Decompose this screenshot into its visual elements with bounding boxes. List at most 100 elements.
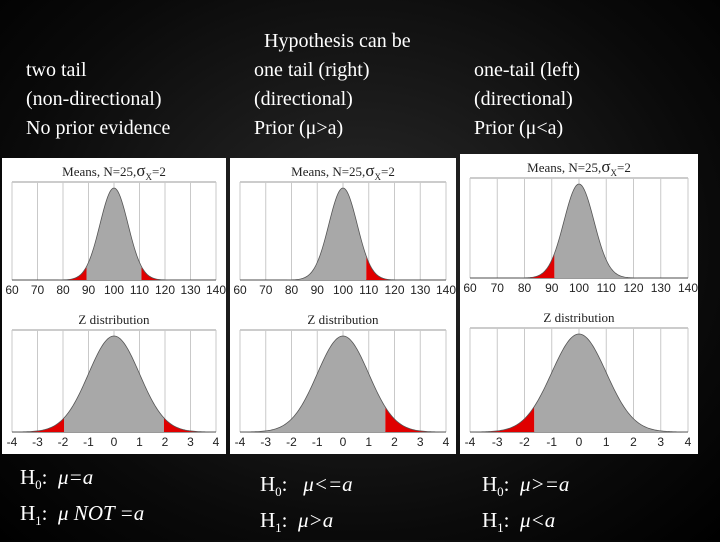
chart-title: Means, N=25,σX=2	[527, 157, 631, 178]
tick-label: 90	[82, 283, 96, 297]
density-curve	[470, 183, 688, 279]
tick-label: -4	[235, 435, 246, 449]
z-distribution-chart: Z distribution -4 -3 -2 -1 0 1 2 3 4	[235, 312, 450, 449]
distribution-svg: Means, N=25,σX=260 70 80 90 100 110 120 130 140Z…	[233, 161, 456, 449]
rejection-region-left	[12, 266, 87, 280]
tick-label: 120	[384, 283, 404, 297]
sigma-symbol: σ	[136, 161, 145, 180]
tick-label: 110	[597, 281, 616, 295]
tick-label: -3	[260, 435, 271, 449]
tick-label: 100	[333, 283, 353, 297]
tick-label: 60	[463, 281, 477, 295]
tick-label: 120	[623, 281, 643, 295]
rejection-region-right	[141, 266, 216, 280]
null-hypothesis: H0: μ=a	[20, 465, 94, 493]
heading-line: (directional)	[474, 88, 573, 110]
tick-label: 0	[111, 435, 118, 449]
tick-label: 80	[56, 283, 70, 297]
tick-label: 140	[206, 283, 226, 297]
density-curve	[239, 335, 447, 433]
sigma-subscript: X	[610, 168, 617, 178]
tick-label: 80	[285, 283, 299, 297]
tick-label: 4	[443, 435, 450, 449]
alternative-hypothesis: H1: μ NOT =a	[20, 501, 145, 529]
chart-title: Z distribution	[543, 310, 615, 325]
tick-label: -1	[546, 435, 557, 449]
tick-label: 1	[365, 435, 372, 449]
tick-label: 90	[545, 281, 559, 295]
tick-label: -1	[312, 435, 323, 449]
tick-label: 120	[155, 283, 175, 297]
tick-label: -3	[32, 435, 43, 449]
distribution-svg: Means, N=25,σX=260 70 80 90 100 110 120 130 140Z…	[5, 161, 226, 449]
tick-label: 3	[417, 435, 424, 449]
tick-label: 100	[569, 281, 589, 295]
tick-label: 110	[359, 283, 378, 297]
z-distribution-chart: Z distribution -4 -3 -2 -1 0 1 2 3 4	[465, 310, 692, 449]
tick-label: -3	[492, 435, 503, 449]
tick-label: -2	[519, 435, 530, 449]
hypotheses-one-tail-left: H0: μ>=a H1: μ<a	[482, 470, 569, 542]
tick-label: 4	[213, 435, 220, 449]
sigma-subscript: X	[374, 172, 381, 182]
tick-label: -4	[7, 435, 18, 449]
sigma-symbol: σ	[365, 161, 374, 180]
tick-label: 130	[651, 281, 671, 295]
z-distribution-chart: Z distribution -4 -3 -2 -1 0 1 2 3 4	[7, 312, 220, 449]
tick-label: -2	[286, 435, 297, 449]
tick-label: 70	[31, 283, 45, 297]
sigma-symbol: σ	[601, 157, 610, 176]
heading-two-tail: two tail (non-directional) No prior evid…	[26, 56, 170, 143]
rejection-region-right	[163, 417, 216, 432]
sigma-subscript: X	[145, 172, 152, 182]
acceptance-region	[86, 188, 142, 280]
sigma-value: =2	[152, 164, 166, 179]
heading-line: two tail	[26, 59, 87, 81]
heading-one-tail-left: one-tail (left) (directional) Prior (μ<a…	[474, 56, 580, 143]
density-curve	[11, 335, 217, 433]
density-curve	[12, 187, 216, 281]
tick-label: -2	[58, 435, 69, 449]
rejection-region-right	[385, 407, 446, 432]
tick-label: 80	[518, 281, 532, 295]
tick-label: 140	[678, 281, 698, 295]
two-tail-distribution-panel: Means, N=25,σX=2 60 70 80 90 100 110 120 130 140 Z…	[2, 158, 226, 454]
tick-label: 70	[491, 281, 505, 295]
acceptance-region	[240, 188, 367, 280]
heading-line: (directional)	[254, 88, 353, 110]
tick-label: 2	[162, 435, 169, 449]
one-tail-right-distribution-panel: Means, N=25,σX=2 60 70 80 90 100 110 120 130 140 Z…	[230, 158, 456, 454]
tick-label: 0	[340, 435, 347, 449]
tick-label: 110	[130, 283, 149, 297]
tick-label: 4	[685, 435, 692, 449]
tick-label: 140	[436, 283, 456, 297]
tick-label: -4	[465, 435, 476, 449]
tick-label: 60	[5, 283, 19, 297]
tick-label: -1	[83, 435, 94, 449]
tick-label: 60	[233, 283, 247, 297]
hypothesis-title: Hypothesis can be	[264, 30, 411, 52]
density-curve	[469, 333, 689, 433]
chart-title: Means, N=25,σX=2	[62, 161, 166, 182]
null-hypothesis: H0: μ>=a	[482, 472, 570, 500]
rejection-region-left	[470, 253, 555, 278]
chart-title: Z distribution	[307, 312, 379, 327]
hypotheses-one-tail-right: H0: μ<=a H1: μ>a	[260, 470, 353, 542]
tick-label: 2	[391, 435, 398, 449]
tick-label: 0	[576, 435, 583, 449]
rejection-region-left	[470, 406, 535, 432]
tick-label: 130	[180, 283, 200, 297]
heading-line: one-tail (left)	[474, 59, 581, 81]
tick-label: 1	[603, 435, 610, 449]
tick-label: 70	[259, 283, 273, 297]
acceptance-region	[554, 184, 688, 278]
acceptance-region	[64, 336, 164, 432]
alternative-hypothesis: H1: μ>a	[260, 508, 334, 536]
sample-means-chart: Means, N=25,σX=2 60 70 80 90 100 110 120 130 140	[5, 161, 226, 297]
distribution-svg: Means, N=25,σX=260 70 80 90 100 110 120 130 140Z…	[463, 157, 698, 449]
null-hypothesis: H0: μ<=a	[260, 472, 353, 500]
sample-means-chart: Means, N=25,σX=2 60 70 80 90 100 110 120 130 140	[463, 157, 698, 295]
hypotheses-two-tail: H0: μ=a H1: μ NOT =a	[20, 463, 144, 535]
acceptance-region	[240, 336, 386, 432]
rejection-region-right	[366, 256, 446, 280]
